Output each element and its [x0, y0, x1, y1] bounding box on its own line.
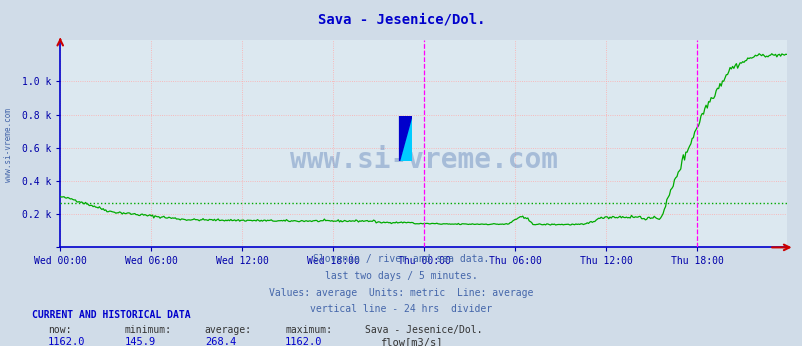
Polygon shape — [399, 116, 411, 161]
Polygon shape — [399, 116, 411, 161]
Text: Values: average  Units: metric  Line: average: Values: average Units: metric Line: aver… — [269, 288, 533, 298]
Text: 145.9: 145.9 — [124, 337, 156, 346]
Text: Slovenia / river and sea data.: Slovenia / river and sea data. — [313, 254, 489, 264]
Text: now:: now: — [48, 325, 71, 335]
Text: minimum:: minimum: — [124, 325, 172, 335]
Text: www.si-vreme.com: www.si-vreme.com — [290, 146, 557, 174]
Text: last two days / 5 minutes.: last two days / 5 minutes. — [325, 271, 477, 281]
Text: 268.4: 268.4 — [205, 337, 236, 346]
Text: Sava - Jesenice/Dol.: Sava - Jesenice/Dol. — [318, 12, 484, 26]
Text: CURRENT AND HISTORICAL DATA: CURRENT AND HISTORICAL DATA — [32, 310, 191, 320]
Text: average:: average: — [205, 325, 252, 335]
Text: 1162.0: 1162.0 — [285, 337, 322, 346]
Text: 1162.0: 1162.0 — [48, 337, 86, 346]
Text: flow[m3/s]: flow[m3/s] — [379, 337, 442, 346]
Text: Sava - Jesenice/Dol.: Sava - Jesenice/Dol. — [365, 325, 482, 335]
Text: www.si-vreme.com: www.si-vreme.com — [3, 108, 13, 182]
Text: maximum:: maximum: — [285, 325, 332, 335]
Text: vertical line - 24 hrs  divider: vertical line - 24 hrs divider — [310, 304, 492, 314]
